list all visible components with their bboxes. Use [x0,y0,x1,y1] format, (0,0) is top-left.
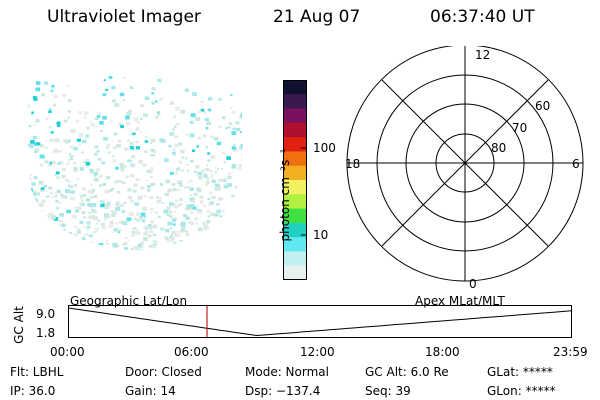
colorbar-cell [283,122,307,138]
mlt-label-12: 12 [475,48,490,62]
gain-value: Gain: 14 [125,384,176,398]
altitude-curve [68,307,572,337]
door-value: Door: Closed [125,365,202,379]
time-tick-18: 18:00 [425,345,460,359]
polar-grid: 12 18 6 0 60 70 80 [345,46,584,290]
time-tick-0: 00:00 [50,345,85,359]
colorbar-cell [283,265,307,280]
mlt-label-0: 0 [469,277,477,290]
colorbar-cell [283,94,307,110]
colorbar-cell [283,237,307,252]
strip-right-label: Apex MLat/MLT [415,294,505,308]
mlat-label-60: 60 [535,99,550,113]
colorbar [283,80,307,280]
seq-value: Seq: 39 [365,384,411,398]
colorbar-cell [283,165,307,181]
strip-axis-label: GC Alt [12,306,26,344]
colorbar-tick-10: 10 [313,228,329,242]
time-tick-6: 06:00 [174,345,209,359]
dsp-value: Dsp: −137.4 [245,384,321,398]
colorbar-cell [283,208,307,224]
colorbar-cell [283,151,307,167]
colorbar-cell [283,251,307,267]
mlat-label-80: 80 [491,141,506,155]
date-label: 21 Aug 07 [273,7,361,27]
colorbar-tick-100: 100 [313,141,336,155]
instrument-title: Ultraviolet Imager [47,7,201,27]
colorbar-unit-label: photon cm⁻²s⁻¹ [278,148,292,242]
filter-value: Flt: LBHL [10,365,64,379]
colorbar-cell [283,194,307,210]
colorbar-cell [283,180,307,195]
glon-value: GLon: ***** [487,384,556,398]
colorbar-cell [283,222,307,238]
colorbar-cell [283,108,307,124]
glat-value: GLat: ***** [487,365,553,379]
strip-left-label: Geographic Lat/Lon [70,294,188,308]
mode-value: Mode: Normal [245,365,329,379]
uv-image [27,74,243,250]
colorbar-cell [283,80,307,95]
ip-value: IP: 36.0 [10,384,56,398]
altitude-strip [68,305,572,338]
time-tick-12: 12:00 [300,345,335,359]
time-label: 06:37:40 UT [430,7,535,27]
strip-ytick-low: 1.8 [36,326,56,340]
aurora-speckles [27,74,243,250]
strip-ytick-high: 9.0 [36,307,56,321]
gc-alt-value: GC Alt: 6.0 Re [365,365,449,379]
mlat-label-70: 70 [512,121,527,135]
mlt-label-6: 6 [572,157,580,171]
time-tick-end: 23:59 [553,345,588,359]
mlt-label-18: 18 [345,157,360,171]
